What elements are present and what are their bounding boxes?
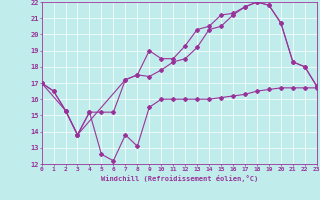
X-axis label: Windchill (Refroidissement éolien,°C): Windchill (Refroidissement éolien,°C) [100,175,258,182]
